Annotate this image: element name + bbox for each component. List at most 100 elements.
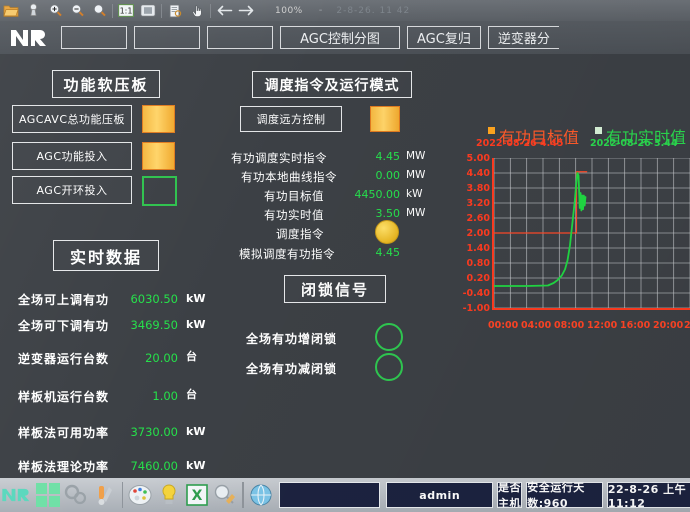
realtime-unit-1: kW: [186, 292, 206, 305]
realtime-unit-6: kW: [186, 459, 206, 472]
x-tick-1: 04:00: [521, 320, 552, 331]
nr-logo-icon: [6, 25, 54, 51]
toolbar-separator-dash: -: [318, 5, 323, 16]
taskbar-safe-days[interactable]: 安全运行天数:960: [526, 481, 603, 510]
realtime-row-3: 逆变器运行台数 20.00 台: [0, 350, 230, 366]
diagram-canvas: 功能软压板 AGCAVC总功能压板 AGC功能投入 AGC开环投入 实时数据 全…: [0, 54, 690, 478]
realtime-unit-3: 台: [186, 350, 197, 363]
dispatch-command-lamp[interactable]: [375, 220, 399, 244]
tab-bar: AGC控制分图 AGC复归 逆变器分: [0, 21, 690, 54]
realtime-label-4: 样板机运行台数: [18, 390, 110, 404]
y-tick-3: 3.20: [466, 198, 490, 209]
tab-blank-3[interactable]: [207, 26, 273, 49]
realtime-value-3: 20.00: [145, 351, 178, 365]
realtime-unit-4: 台: [186, 388, 197, 401]
back-arrow-icon[interactable]: [213, 1, 235, 20]
tab-agc-control-diagram[interactable]: AGC控制分图: [280, 26, 400, 49]
svg-text:1:1: 1:1: [120, 6, 133, 15]
blocking-lamp-increase[interactable]: [375, 323, 403, 351]
taskbar-window-button[interactable]: [278, 482, 381, 508]
tools-icon[interactable]: [90, 481, 118, 509]
legend-swatch-target: [488, 127, 495, 134]
dispatch-label-4: 有功实时值: [264, 208, 324, 222]
realtime-value-6: 7460.00: [130, 459, 178, 473]
soft-plate-lamp-agc-function-in[interactable]: [142, 142, 175, 170]
tab-inverter-diagram[interactable]: 逆变器分: [487, 26, 559, 49]
soft-plate-agc-openloop-in[interactable]: AGC开环投入: [12, 176, 132, 204]
realtime-label-6: 样板法理论功率: [18, 460, 110, 474]
dispatch-label-2: 有功本地曲线指令: [241, 170, 337, 184]
dispatch-value-2: 0.00: [375, 169, 401, 182]
tab-blank-2[interactable]: [134, 26, 200, 49]
dispatch-label-6: 模拟调度有功指令: [239, 247, 335, 261]
realtime-label-3: 逆变器运行台数: [18, 352, 110, 366]
pointer-hand-icon[interactable]: [186, 1, 208, 20]
folder-open-icon[interactable]: [0, 1, 22, 20]
realtime-row-5: 样板法可用功率 3730.00 kW: [0, 424, 230, 440]
realtime-unit-5: kW: [186, 425, 206, 438]
dispatch-value-6: 4.45: [375, 246, 401, 259]
blocking-label-decrease: 全场有功减闭锁: [246, 362, 338, 376]
realtime-row-2: 全场可下调有功 3469.50 kW: [0, 317, 230, 333]
fit-window-icon[interactable]: [137, 1, 159, 20]
excel-icon[interactable]: X: [183, 481, 211, 509]
soft-plate-lamp-agcavc-master[interactable]: [142, 105, 175, 133]
realtime-value-4: 1.00: [152, 389, 178, 403]
taskbar-host-status[interactable]: 是否主机: [497, 482, 523, 508]
chart-plot-area: 5.00 4.40 3.80 3.20 2.60 2.00 1.40 0.80 …: [462, 154, 690, 340]
forward-arrow-icon[interactable]: [235, 1, 257, 20]
chart-x-axis: 00:00 04:00 08:00 12:00 16:00 20:00 24: [488, 320, 690, 334]
lightbulb-icon[interactable]: [154, 481, 182, 509]
dispatch-remote-control-button[interactable]: 调度远方控制: [240, 106, 342, 132]
gears-icon[interactable]: [62, 481, 90, 509]
dispatch-label-1: 有功调度实时指令: [231, 151, 327, 165]
nr-logo-icon[interactable]: [0, 482, 34, 508]
y-tick-7: 0.80: [466, 258, 490, 269]
toolbar-separator-1: [112, 3, 113, 18]
realtime-value-1: 6030.50: [130, 292, 178, 306]
magnifier-report-icon[interactable]: [211, 481, 239, 509]
zoom-out-icon[interactable]: [66, 1, 88, 20]
toolbar-separator-3: [210, 3, 211, 18]
dispatch-value-4: 3.50: [375, 207, 401, 220]
dispatch-unit-1: MW: [406, 150, 426, 162]
actual-size-icon[interactable]: 1:1: [115, 1, 137, 20]
palette-icon[interactable]: [126, 481, 154, 509]
realtime-row-1: 全场可上调有功 6030.50 kW: [0, 291, 230, 307]
dispatch-remote-control-lamp[interactable]: [370, 106, 400, 132]
chart-canvas: [492, 158, 690, 310]
taskbar: X admin 是否主机 安全运行天数:960 22-8-26 上午11:12: [0, 478, 690, 512]
pan-hand-icon[interactable]: [22, 1, 44, 20]
green-grid-icon[interactable]: [34, 481, 62, 509]
realtime-row-6: 样板法理论功率 7460.00 kW: [0, 458, 230, 474]
x-tick-5: 20:00: [653, 320, 684, 331]
dispatch-label-5: 调度指令: [276, 227, 324, 241]
blocking-lamp-decrease[interactable]: [375, 353, 403, 381]
y-tick-6: 1.40: [466, 243, 490, 254]
zoom-in-icon[interactable]: [44, 1, 66, 20]
realtime-row-4: 样板机运行台数 1.00 台: [0, 388, 230, 404]
taskbar-clock[interactable]: 22-8-26 上午11:12: [606, 482, 690, 510]
globe-icon[interactable]: [247, 481, 275, 509]
tab-agc-reset[interactable]: AGC复归: [407, 26, 481, 49]
dispatch-value-1: 4.45: [375, 150, 401, 163]
dispatch-unit-4: MW: [406, 207, 426, 219]
blocking-label-increase: 全场有功增闭锁: [246, 332, 338, 346]
soft-plate-agcavc-master[interactable]: AGCAVC总功能压板: [12, 105, 132, 133]
y-tick-1: 4.40: [466, 168, 490, 179]
toolbar-separator-2: [161, 3, 162, 18]
taskbar-user[interactable]: admin: [386, 482, 493, 508]
realtime-label-1: 全场可上调有功: [18, 293, 110, 307]
x-tick-0: 00:00: [488, 320, 519, 331]
soft-plate-agc-function-in[interactable]: AGC功能投入: [12, 142, 132, 170]
y-tick-4: 2.60: [466, 213, 490, 224]
zoom-area-icon[interactable]: [88, 1, 110, 20]
taskbar-separator-2: [242, 482, 244, 508]
legend-stamp-actual-date: 2022-08-26: [590, 138, 651, 149]
dispatch-unit-3: kW: [406, 188, 423, 200]
tab-blank-1[interactable]: [61, 26, 127, 49]
soft-plate-lamp-agc-openloop-in[interactable]: [142, 176, 177, 206]
toolbar-date-label: 2-8-26. 11 42: [336, 5, 411, 16]
print-preview-icon[interactable]: [164, 1, 186, 20]
dispatch-value-3: 4450.00: [354, 188, 401, 201]
